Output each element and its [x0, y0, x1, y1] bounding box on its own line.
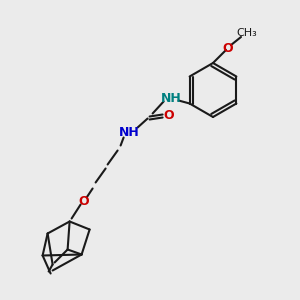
Text: NH: NH	[161, 92, 182, 105]
Text: CH₃: CH₃	[237, 28, 257, 38]
Text: NH: NH	[119, 126, 140, 139]
Text: O: O	[163, 109, 174, 122]
Text: O: O	[78, 195, 89, 208]
Text: O: O	[223, 41, 233, 55]
